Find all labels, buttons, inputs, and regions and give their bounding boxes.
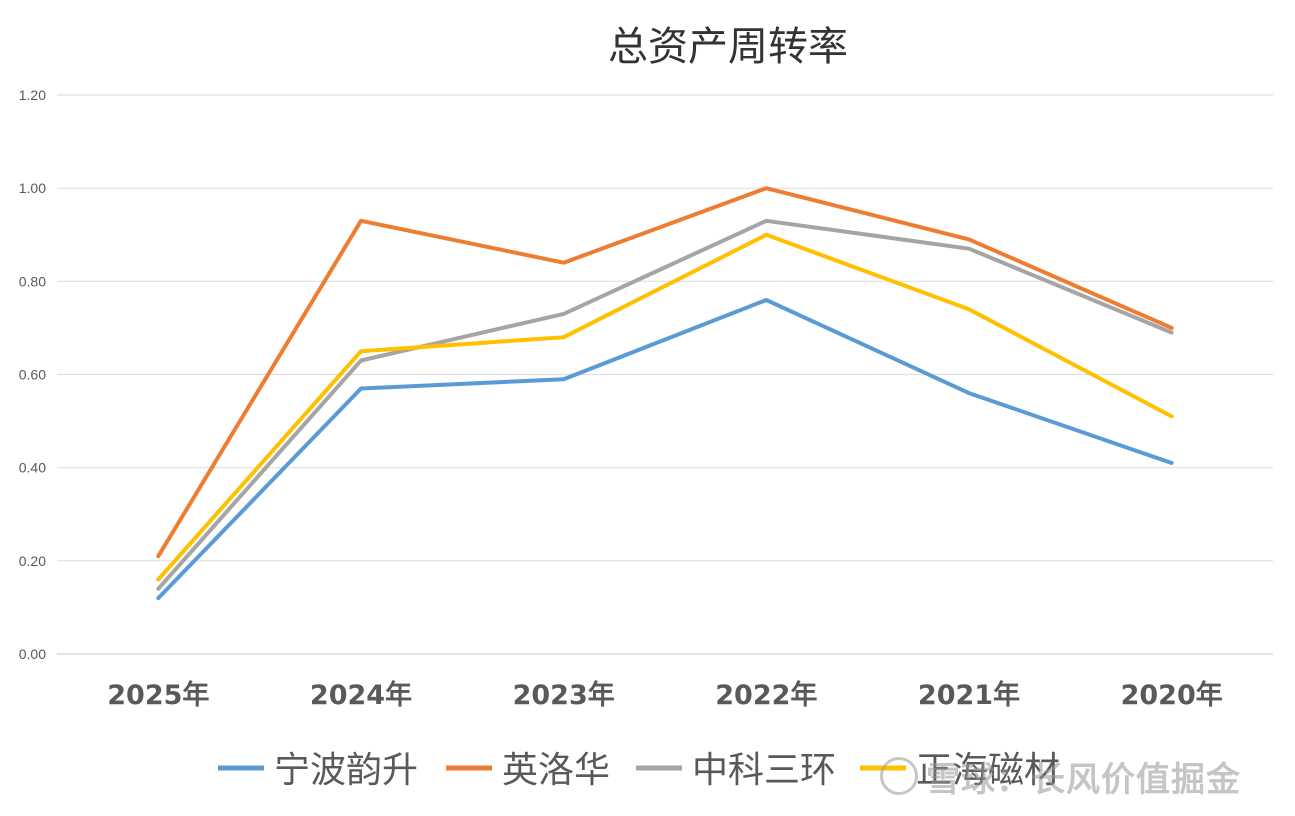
x-tick-label: 2020年 — [1121, 679, 1223, 711]
legend-label: 英洛华 — [502, 750, 610, 791]
x-tick-label: 2022年 — [715, 679, 817, 711]
y-tick-label: 1.00 — [19, 180, 46, 196]
x-tick-label: 2024年 — [310, 679, 412, 711]
series-line-1 — [156, 186, 1174, 559]
y-tick-label: 1.20 — [19, 87, 46, 103]
x-tick-label: 2021年 — [918, 679, 1020, 711]
y-tick-label: 0.60 — [19, 367, 46, 383]
legend-label: 宁波韵升 — [274, 750, 418, 791]
series-line-0 — [156, 298, 1174, 601]
y-tick-label: 0.40 — [19, 460, 46, 476]
legend-label: 正海磁材 — [916, 750, 1060, 791]
series-lines — [156, 186, 1174, 601]
y-tick-label: 0.20 — [19, 553, 46, 569]
legend: 宁波韵升 英洛华 中科三环 正海磁材 — [218, 750, 1060, 791]
chart-title: 总资产周转率 — [608, 24, 848, 70]
x-tick-label: 2025年 — [107, 679, 209, 711]
series-line-3 — [156, 232, 1174, 582]
y-tick-label: 0.00 — [19, 646, 46, 662]
x-axis-ticks: 2025年 2024年 2023年 2022年 2021年 2020年 — [107, 679, 1222, 711]
x-tick-label: 2023年 — [513, 679, 615, 711]
legend-label: 中科三环 — [692, 750, 836, 791]
y-tick-label: 0.80 — [19, 273, 46, 289]
series-line-2 — [156, 218, 1174, 591]
y-axis-ticks: 0.00 0.20 0.40 0.60 0.80 1.00 1.20 — [19, 87, 46, 662]
